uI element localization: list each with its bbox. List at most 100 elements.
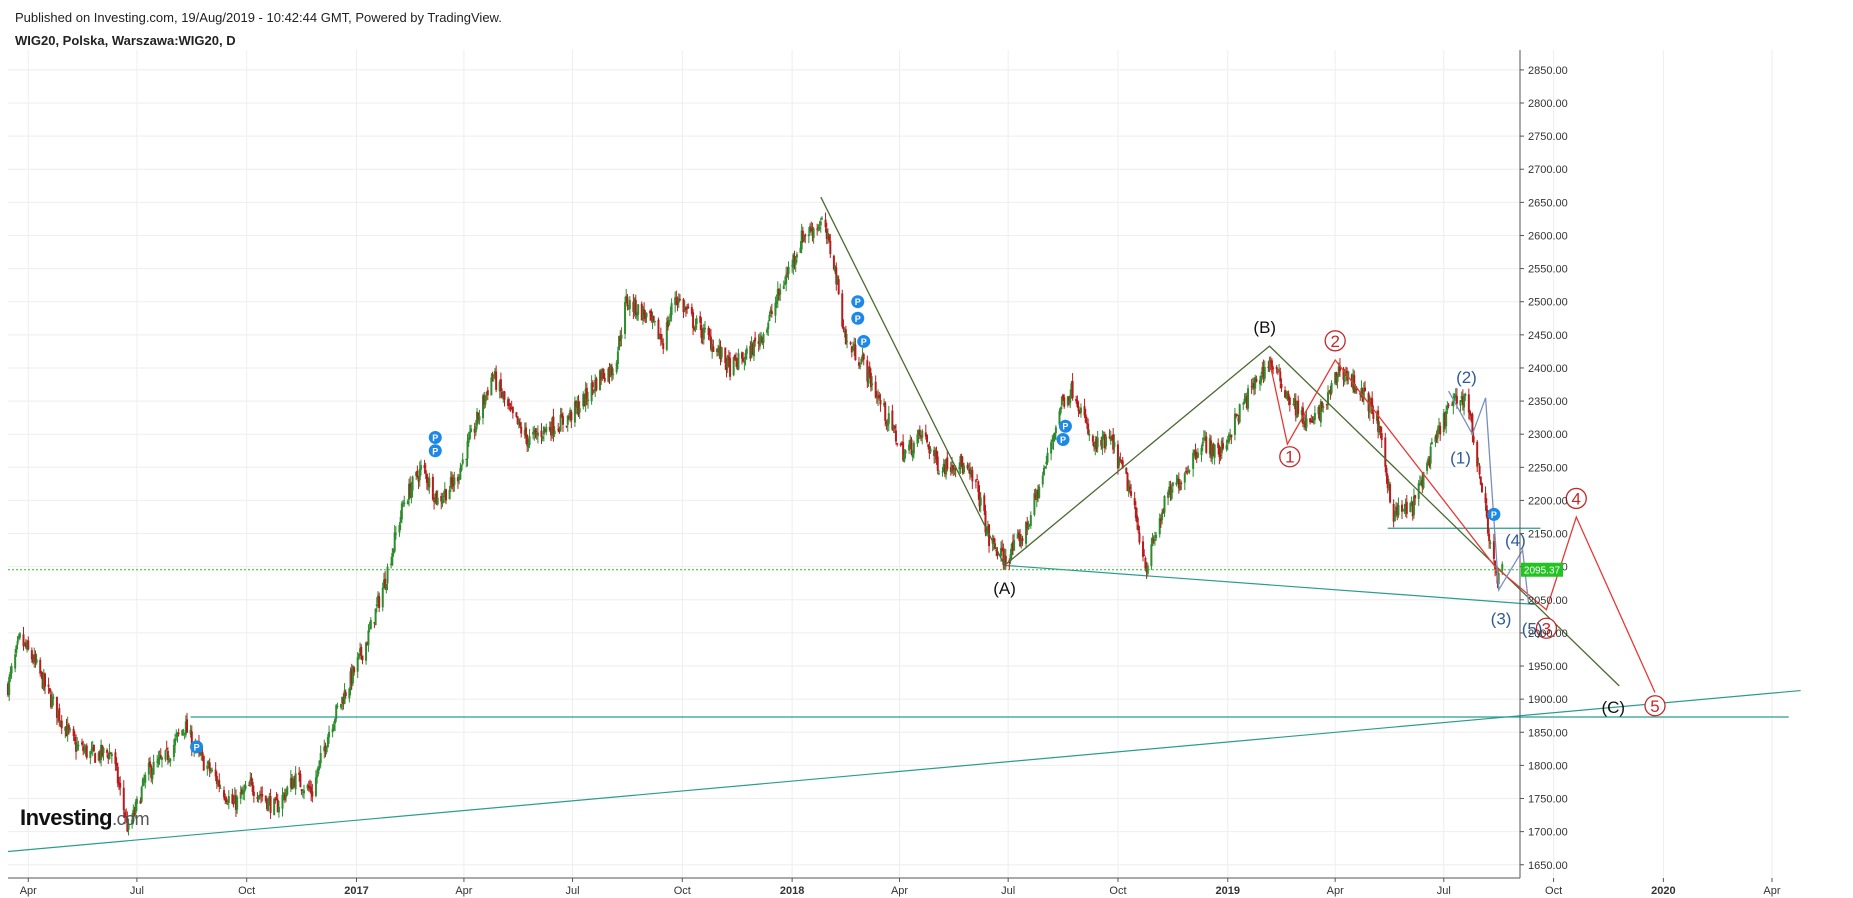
candle-body [1201,442,1204,447]
candle-body [826,233,829,239]
candle-body [527,442,530,448]
wave-path[interactable] [820,196,1620,687]
candle-body [661,340,664,342]
candle-body [1445,410,1448,427]
candle-body [1269,361,1272,363]
candle-body [351,666,354,684]
candle-body [711,344,714,352]
candle-body [943,465,946,474]
candle-body [1194,449,1197,456]
wave-label: 2 [1330,332,1339,351]
candle-body [385,584,388,590]
candle-body [106,749,109,753]
candle-body [217,780,220,786]
candle-body [42,674,45,690]
candle-body [928,446,931,454]
candle-body [264,795,267,801]
candle-body [561,416,564,425]
candle-body [291,778,294,790]
candle-body [386,566,389,584]
candle-body [733,354,736,359]
candle-body [520,426,523,434]
candle-body [1336,375,1339,382]
x-tick-label: Jul [1437,885,1451,897]
candle-body [98,751,101,760]
candle-body [1046,452,1049,463]
candle-body [1143,555,1146,557]
candle-body [644,313,647,319]
y-tick-label: 2600.00 [1528,230,1568,242]
candle-body [298,772,301,775]
candle-body [658,335,661,340]
candle-body [243,789,246,793]
candle-body [601,369,604,379]
candle-body [1279,371,1282,382]
candle-body [598,370,601,391]
candle-body [1451,404,1454,406]
candle-body [408,483,411,500]
wave-paths[interactable] [820,196,1656,693]
candle-body [260,793,263,796]
candle-body [761,337,764,343]
candle-body [1211,444,1214,460]
candle-body [1362,388,1365,400]
wave-label: 5 [1650,697,1659,716]
candle-body [1251,382,1254,389]
candle-body [1100,440,1103,446]
candle-body [91,746,94,752]
candle-body [1295,401,1298,418]
trendlines[interactable] [7,527,1801,853]
candle-body [1200,447,1203,456]
candle-body [190,731,193,751]
candle-body [115,762,118,767]
candle-body [1430,442,1433,445]
wave-path[interactable] [1268,358,1656,693]
candle-body [1116,444,1119,469]
candle-body [323,746,326,752]
candle-body [453,477,456,485]
candle-body [499,379,502,391]
trendline[interactable] [1004,564,1535,606]
candle-body [966,465,969,469]
candle-body [1095,439,1098,450]
candle-body [361,655,364,661]
candle-body [294,773,297,790]
candle-body [859,365,862,368]
candle-body [725,363,728,370]
candle-body [1093,442,1096,448]
candle-body [1028,523,1031,525]
candle-body [1110,436,1113,438]
candle-body [735,357,738,361]
candle-body [553,430,556,435]
candle-body [1262,366,1265,378]
y-tick-label: 1750.00 [1528,794,1568,806]
candle-body [893,425,896,429]
candle-body [202,755,205,771]
candle-body [15,645,18,653]
candle-body [751,344,754,355]
candle-body [34,654,37,663]
candle-body [516,416,519,424]
last-price-label: 2095.37 [1524,566,1561,577]
candle-body [1021,538,1024,542]
candle-body [183,732,186,734]
candle-body [314,777,317,796]
candle-body [1436,428,1439,438]
candle-body [1205,436,1208,453]
candle-body [415,471,418,476]
candle-body [912,442,915,454]
x-tick-label: Apr [1763,885,1780,897]
candle-body [18,633,21,638]
candle-body [60,720,63,729]
candle-body [542,426,545,435]
y-tick-label: 2750.00 [1528,131,1568,143]
wave-path[interactable] [1448,390,1530,604]
candle-body [382,579,385,589]
candle-body [308,786,311,790]
candle-body [583,394,586,407]
candle-body [417,479,420,482]
candle-body [1094,441,1097,449]
candle-body [1479,476,1482,485]
candle-body [1492,541,1495,559]
